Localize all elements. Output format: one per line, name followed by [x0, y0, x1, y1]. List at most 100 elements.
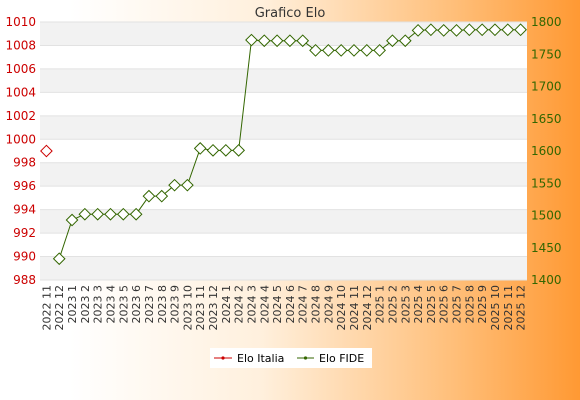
x-tick-label: 2024 9 [322, 285, 335, 324]
x-tick-label: 2024 5 [271, 285, 284, 324]
left-tick-label: 990 [13, 250, 36, 264]
grid-band [40, 115, 527, 140]
x-tick-label: 2023 9 [169, 285, 182, 324]
series-point-1 [65, 213, 79, 227]
plot-background [40, 22, 527, 280]
x-tick-label: 2024 3 [245, 285, 258, 324]
series-point-1 [168, 178, 181, 192]
x-tick-label: 2025 1 [374, 285, 387, 324]
left-tick-label: 1010 [5, 15, 36, 29]
series-point-1 [386, 34, 399, 48]
series-point-1 [219, 143, 233, 157]
right-tick-label: 1650 [531, 112, 562, 126]
x-tick-label: 2024 7 [297, 285, 310, 324]
series-point-1 [257, 34, 271, 48]
right-tick-label: 1700 [531, 80, 562, 94]
series-point-1 [142, 189, 156, 203]
x-tick-label: 2025 4 [412, 285, 425, 324]
series-point-1 [437, 24, 451, 37]
series-point-1 [283, 34, 297, 48]
series-point-1 [309, 44, 322, 57]
series-point-1 [462, 23, 476, 37]
series-point-1 [181, 178, 194, 192]
grid-band [40, 256, 527, 280]
x-tick-label: 2022 11 [40, 285, 53, 331]
right-tick-label: 1550 [531, 176, 562, 190]
right-tick-label: 1800 [531, 15, 562, 29]
x-tick-label: 2023 1 [66, 285, 79, 324]
x-tick-label: 2024 10 [335, 285, 348, 331]
series-layer [40, 23, 527, 266]
series-point-1 [232, 143, 246, 157]
series-point-1 [475, 23, 489, 37]
series-point-1 [514, 23, 527, 37]
right-tick-label: 1500 [531, 209, 562, 223]
series-point-1 [129, 207, 143, 221]
plot-area [40, 22, 527, 280]
x-tick-label: 2025 6 [438, 285, 451, 324]
chart-title: Grafico Elo [255, 6, 326, 21]
x-tick-label: 2024 1 [220, 285, 233, 324]
right-tick-label: 1600 [531, 144, 562, 158]
series-point-1 [488, 23, 502, 37]
right-tick-label: 1450 [531, 241, 562, 255]
left-tick-label: 1008 [5, 38, 36, 52]
left-tick-label: 1002 [5, 109, 36, 123]
left-tick-label: 996 [13, 179, 36, 193]
x-tick-label: 2023 7 [143, 285, 156, 324]
series-point-1 [398, 34, 412, 48]
x-tick-label: 2024 8 [310, 285, 323, 324]
legend-box [210, 348, 372, 368]
gridlines [40, 21, 527, 281]
series-point-1 [91, 207, 105, 221]
left-tick-label: 1000 [5, 132, 36, 146]
legend: Elo Italia Elo FIDE [210, 348, 372, 368]
series-point-0 [40, 144, 53, 158]
x-tick-label: 2025 12 [515, 285, 528, 331]
x-tick-label: 2024 2 [233, 285, 246, 324]
x-tick-label: 2023 6 [130, 285, 143, 324]
series-point-1 [155, 189, 169, 203]
x-tick-label: 2023 11 [194, 285, 207, 331]
grid-band [40, 162, 527, 187]
grid-band [40, 209, 527, 234]
series-point-1 [334, 44, 348, 57]
left-tick-label: 992 [13, 226, 36, 240]
series-point-1 [52, 252, 66, 266]
series-point-1 [245, 33, 258, 47]
series-point-1 [270, 34, 284, 48]
left-tick-label: 988 [13, 273, 36, 287]
x-tick-label: 2025 10 [489, 285, 502, 331]
x-tick-label: 2025 9 [476, 285, 489, 324]
x-tick-label: 2025 7 [451, 285, 464, 324]
x-tick-label: 2023 10 [181, 285, 194, 331]
x-tick-label: 2025 11 [502, 285, 515, 331]
series-point-1 [501, 23, 515, 37]
x-tick-label: 2023 8 [156, 285, 169, 324]
series-point-1 [360, 44, 374, 57]
series-point-1 [347, 44, 361, 57]
series-point-1 [373, 44, 386, 57]
x-tick-label: 2024 4 [258, 285, 271, 324]
left-axis-ticks: 988 990 992 994 996 998 1000 1002 1004 1006 1008 10… [5, 15, 36, 287]
x-tick-label: 2024 6 [284, 285, 297, 324]
series-point-1 [411, 24, 425, 37]
legend-fide-marker [303, 356, 308, 360]
x-tick-label: 2024 12 [361, 285, 374, 331]
x-tick-label: 2023 5 [117, 285, 130, 324]
left-tick-label: 998 [13, 156, 36, 170]
x-tick-label: 2025 5 [425, 285, 438, 324]
x-tick-label: 2025 3 [399, 285, 412, 324]
x-tick-label: 2023 3 [92, 285, 105, 324]
x-tick-label: 2023 12 [207, 285, 220, 331]
x-tick-label: 2025 8 [463, 285, 476, 324]
series-point-1 [424, 23, 438, 37]
series-point-1 [104, 207, 117, 221]
series-point-1 [193, 142, 207, 155]
left-tick-label: 994 [13, 203, 36, 217]
x-tick-label: 2023 4 [104, 285, 117, 324]
x-tick-label: 2023 2 [79, 285, 92, 324]
x-tick-label: 2025 2 [386, 285, 399, 324]
